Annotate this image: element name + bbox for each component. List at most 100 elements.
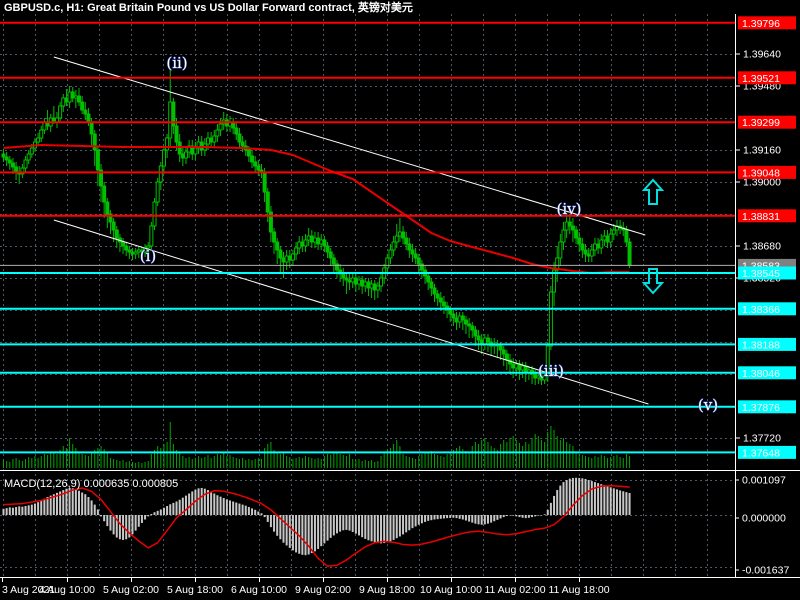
candle-body-down [580, 243, 585, 251]
date-axis-label[interactable]: 9 Aug 18:00 [359, 584, 415, 596]
price-level-box[interactable] [738, 337, 796, 351]
candle-body-down [401, 231, 406, 239]
support-resistance-lines[interactable] [0, 21, 735, 454]
candle-body-down [322, 239, 327, 247]
date-axis-label[interactable]: 6 Aug 10:00 [231, 584, 287, 596]
date-axis-label[interactable]: 5 Aug 02:00 [103, 584, 159, 596]
price-level-box[interactable] [738, 302, 796, 316]
candle-body-up [303, 239, 308, 247]
candle-body-down [429, 281, 434, 289]
candle-body-up [294, 247, 299, 255]
date-axis-label[interactable]: 11 Aug 18:00 [548, 584, 609, 596]
price-level-box[interactable] [738, 366, 796, 380]
trendline[interactable] [53, 56, 646, 236]
candle-body-up [363, 281, 368, 287]
price-axis[interactable]: 1.396401.394801.391601.390001.386801.385… [735, 16, 796, 459]
candle-body-up [558, 241, 563, 259]
candle-body-down [344, 277, 349, 281]
candle-body-down [586, 253, 591, 257]
signal-arrows[interactable] [641, 178, 665, 295]
candle-body-up [26, 153, 31, 161]
candle-body-down [64, 97, 69, 103]
wave-label[interactable]: (ii) [166, 54, 188, 73]
candle-body-down [473, 329, 478, 337]
macd-axis-label: -0.001637 [742, 565, 789, 577]
candle-body-down [1, 153, 6, 158]
candle-body-up [391, 241, 396, 251]
price-level-box-label: 1.37648 [742, 447, 780, 459]
date-axis-label[interactable]: 10 Aug 10:00 [420, 584, 482, 596]
candle-body-down [419, 263, 424, 271]
price-level-box[interactable] [738, 400, 796, 414]
elliott-wave-labels[interactable]: (ii) (i) (iv) (iii) (v) [139, 54, 718, 415]
date-axis-label[interactable]: 9 Aug 02:00 [295, 584, 351, 596]
candle-body-up [158, 165, 163, 183]
candle-body-up [193, 147, 198, 155]
price-level-box[interactable] [738, 266, 796, 280]
wave-label[interactable]: (v) [697, 396, 718, 415]
candle-body-down [441, 301, 446, 307]
candle-body-up [526, 369, 531, 373]
candle-body-down [570, 225, 575, 231]
price-level-box[interactable] [738, 115, 796, 129]
candle-body-up [146, 245, 151, 249]
candle-body-up [133, 251, 138, 255]
price-level-box-label: 1.39521 [742, 73, 780, 85]
wave-label[interactable]: (iii) [537, 362, 564, 381]
candle-body-down [316, 237, 321, 245]
price-axis-label: 1.39640 [743, 49, 781, 61]
date-axis-label[interactable]: 3 Aug 2021 [2, 584, 55, 596]
candle-body-down [77, 95, 82, 103]
candle-body-down [334, 263, 339, 271]
candle-body-down [253, 161, 258, 167]
candle-body-down [262, 171, 267, 193]
chart-title: GBPUSD.c, H1: Great Britain Pound vs US … [4, 0, 413, 14]
price-level-box-label: 1.39796 [742, 18, 780, 30]
candle-body-down [246, 149, 251, 157]
candle-body-up [215, 129, 220, 137]
price-level-box[interactable] [738, 165, 796, 179]
candle-body-down [372, 283, 377, 291]
candle-body-down [114, 229, 119, 239]
candle-body-up [397, 231, 402, 237]
date-axis-label[interactable]: 4 Aug 10:00 [39, 584, 95, 596]
arrow-up-icon[interactable] [641, 178, 665, 205]
macd-signal-line [3, 484, 630, 568]
candle-body-down [95, 149, 100, 171]
candle-body-down [416, 257, 421, 265]
candle-body-up [155, 181, 160, 203]
candle-body-up [379, 277, 384, 287]
candle-body-down [454, 317, 459, 323]
date-axis-label[interactable]: 11 Aug 02:00 [484, 584, 545, 596]
candle-body-down [624, 229, 629, 243]
candle-body-down [498, 345, 503, 351]
candle-body-down [102, 185, 107, 203]
wave-label[interactable]: (iv) [556, 200, 582, 219]
price-level-box[interactable] [738, 16, 796, 30]
macd-histogram [2, 477, 631, 556]
arrow-down-icon[interactable] [641, 268, 665, 295]
price-level-box[interactable] [738, 445, 796, 459]
candle-body-down [501, 349, 506, 355]
candle-body-up [168, 101, 173, 139]
candle-body-down [272, 231, 277, 243]
candle-body-up [385, 257, 390, 269]
candle-body-down [237, 133, 242, 143]
candle-body-up [284, 255, 289, 263]
candle-body-down [577, 237, 582, 245]
candle-body-up [36, 137, 41, 143]
candle-body-down [460, 315, 465, 321]
candle-body-up [602, 235, 607, 241]
price-level-box[interactable] [738, 209, 796, 223]
price-level-box-label: 1.39299 [742, 117, 780, 129]
candle-body-down [360, 279, 365, 287]
ma-line [3, 144, 630, 274]
date-axis-label[interactable]: 5 Aug 18:00 [167, 584, 223, 596]
candle-body-down [108, 213, 113, 223]
candle-body-up [555, 257, 560, 271]
wave-label[interactable]: (i) [139, 247, 157, 266]
price-level-box[interactable] [738, 71, 796, 85]
